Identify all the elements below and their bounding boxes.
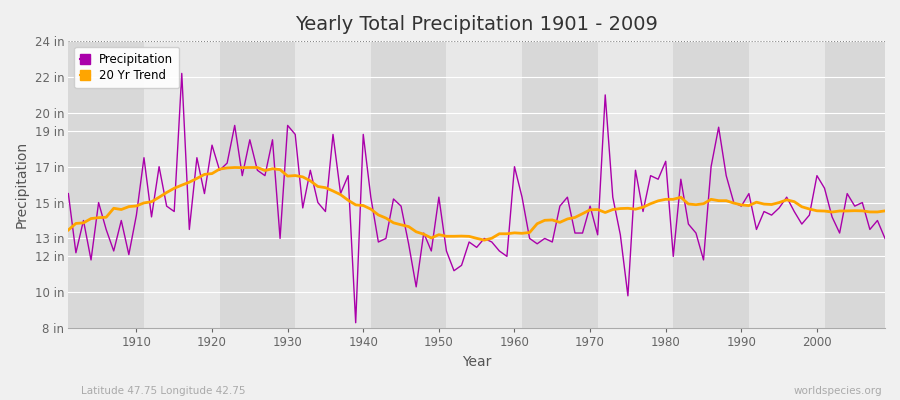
Precipitation	[879, 236, 890, 241]
Bar	[824, 41, 885, 328]
Bar	[220, 41, 295, 328]
Precipitation	[297, 206, 308, 210]
Line: 20 Yr Trend: 20 Yr Trend	[68, 168, 885, 240]
20 Yr Trend	[343, 198, 354, 203]
Precipitation	[176, 71, 187, 76]
20 Yr Trend	[879, 208, 890, 213]
Bar	[371, 41, 446, 328]
20 Yr Trend	[63, 228, 74, 232]
20 Yr Trend	[517, 231, 527, 236]
20 Yr Trend	[479, 238, 490, 242]
20 Yr Trend	[230, 165, 240, 170]
Precipitation	[524, 236, 535, 241]
X-axis label: Year: Year	[462, 355, 491, 369]
Bar	[749, 41, 824, 328]
Precipitation	[63, 191, 74, 196]
Precipitation	[517, 195, 527, 200]
20 Yr Trend	[615, 206, 626, 211]
Bar	[446, 41, 522, 328]
Bar	[673, 41, 749, 328]
Precipitation	[343, 173, 354, 178]
Bar	[522, 41, 598, 328]
Bar	[295, 41, 371, 328]
20 Yr Trend	[524, 230, 535, 235]
Precipitation	[123, 252, 134, 257]
Bar	[144, 41, 220, 328]
Legend: Precipitation, 20 Yr Trend: Precipitation, 20 Yr Trend	[75, 47, 179, 88]
Bar	[68, 41, 144, 328]
20 Yr Trend	[297, 174, 308, 179]
Precipitation	[615, 232, 626, 237]
20 Yr Trend	[123, 204, 134, 209]
Y-axis label: Precipitation: Precipitation	[15, 141, 29, 228]
Text: Latitude 47.75 Longitude 42.75: Latitude 47.75 Longitude 42.75	[81, 386, 246, 396]
Bar	[598, 41, 673, 328]
Line: Precipitation: Precipitation	[68, 73, 885, 323]
Text: worldspecies.org: worldspecies.org	[794, 386, 882, 396]
Precipitation	[350, 320, 361, 325]
Title: Yearly Total Precipitation 1901 - 2009: Yearly Total Precipitation 1901 - 2009	[295, 15, 658, 34]
